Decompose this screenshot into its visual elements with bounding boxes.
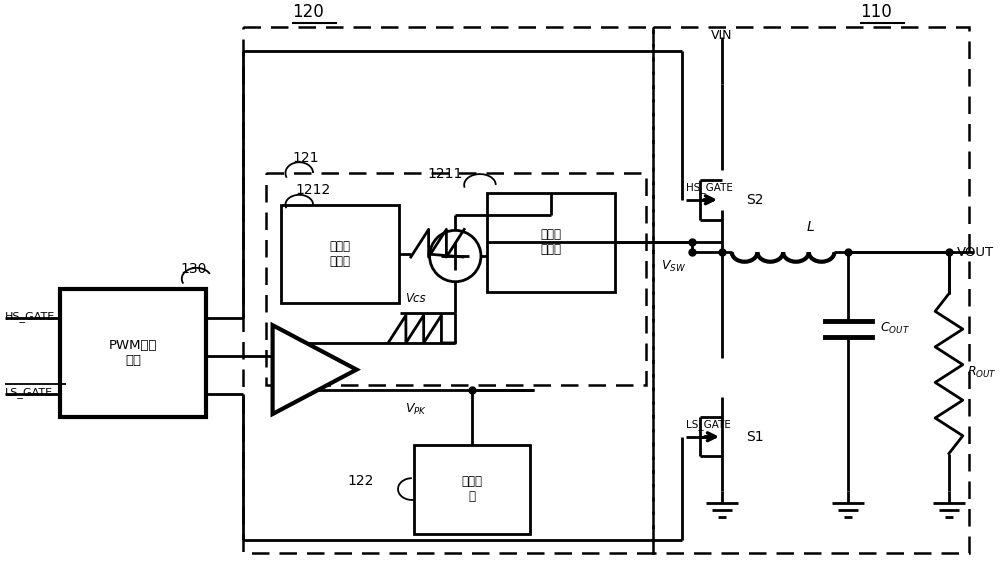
Text: 参考模
块: 参考模 块 xyxy=(462,475,483,503)
Text: 130: 130 xyxy=(181,262,207,276)
Text: COMP: COMP xyxy=(290,363,324,372)
Text: LS_GATE: LS_GATE xyxy=(5,387,53,398)
Text: $R_{OUT}$: $R_{OUT}$ xyxy=(967,365,997,380)
Polygon shape xyxy=(273,325,357,414)
Text: S2: S2 xyxy=(747,193,764,207)
Text: 电流采
样单元: 电流采 样单元 xyxy=(541,228,562,256)
Text: $V_{PK}$: $V_{PK}$ xyxy=(405,402,427,417)
Text: LS_GATE: LS_GATE xyxy=(686,419,731,430)
Text: 122: 122 xyxy=(348,474,374,488)
Text: −: − xyxy=(278,393,291,408)
Text: 1211: 1211 xyxy=(428,167,463,181)
Text: 120: 120 xyxy=(292,3,324,21)
FancyBboxPatch shape xyxy=(281,205,399,304)
Text: HS_GATE: HS_GATE xyxy=(686,182,733,193)
Text: HS_GATE: HS_GATE xyxy=(5,311,55,321)
Text: 121: 121 xyxy=(292,151,319,165)
Text: 110: 110 xyxy=(860,3,892,21)
Text: S1: S1 xyxy=(747,430,764,444)
Text: VIN: VIN xyxy=(711,29,733,42)
Text: $C_{OUT}$: $C_{OUT}$ xyxy=(880,320,910,336)
FancyBboxPatch shape xyxy=(60,289,206,417)
Text: PWM驱动
模块: PWM驱动 模块 xyxy=(109,339,158,367)
Text: Vcs: Vcs xyxy=(405,292,426,305)
Text: +: + xyxy=(279,329,290,343)
Text: L: L xyxy=(807,221,815,234)
Text: $V_{SW}$: $V_{SW}$ xyxy=(661,259,686,274)
Text: 斜坡补
偿单元: 斜坡补 偿单元 xyxy=(329,240,350,268)
Text: VOUT: VOUT xyxy=(957,246,994,258)
FancyBboxPatch shape xyxy=(414,445,530,533)
Text: 1212: 1212 xyxy=(295,183,331,197)
FancyBboxPatch shape xyxy=(487,193,615,292)
